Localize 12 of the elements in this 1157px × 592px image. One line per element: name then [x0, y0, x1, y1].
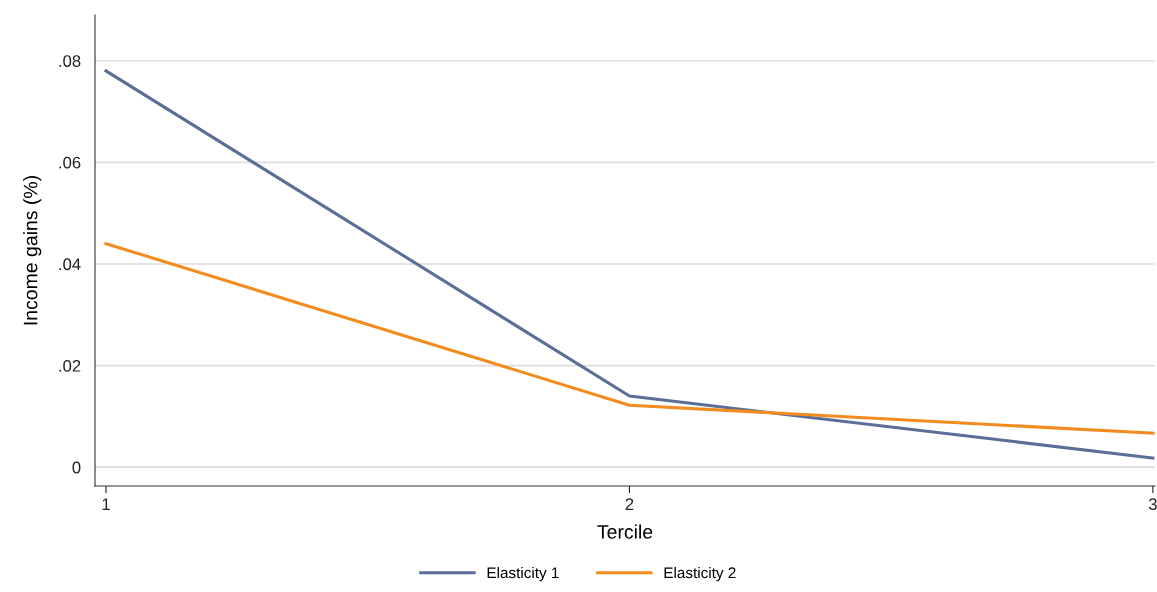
x-tick-label: 3	[1148, 498, 1157, 511]
y-axis-title: Income gains (%)	[23, 176, 42, 325]
legend-label: Elasticity 2	[664, 566, 736, 582]
legend-label: Elasticity 1	[487, 566, 559, 582]
x-axis-title: Tercile	[597, 524, 653, 539]
y-tick-label: .04	[59, 258, 81, 271]
x-tick-label: 1	[102, 498, 110, 510]
y-tick-label: 0	[72, 461, 81, 474]
y-tick-label: .08	[59, 55, 81, 67]
y-tick-label: .02	[59, 359, 81, 372]
y-tick-label: .06	[59, 156, 81, 169]
x-tick-label: 2	[625, 498, 634, 510]
